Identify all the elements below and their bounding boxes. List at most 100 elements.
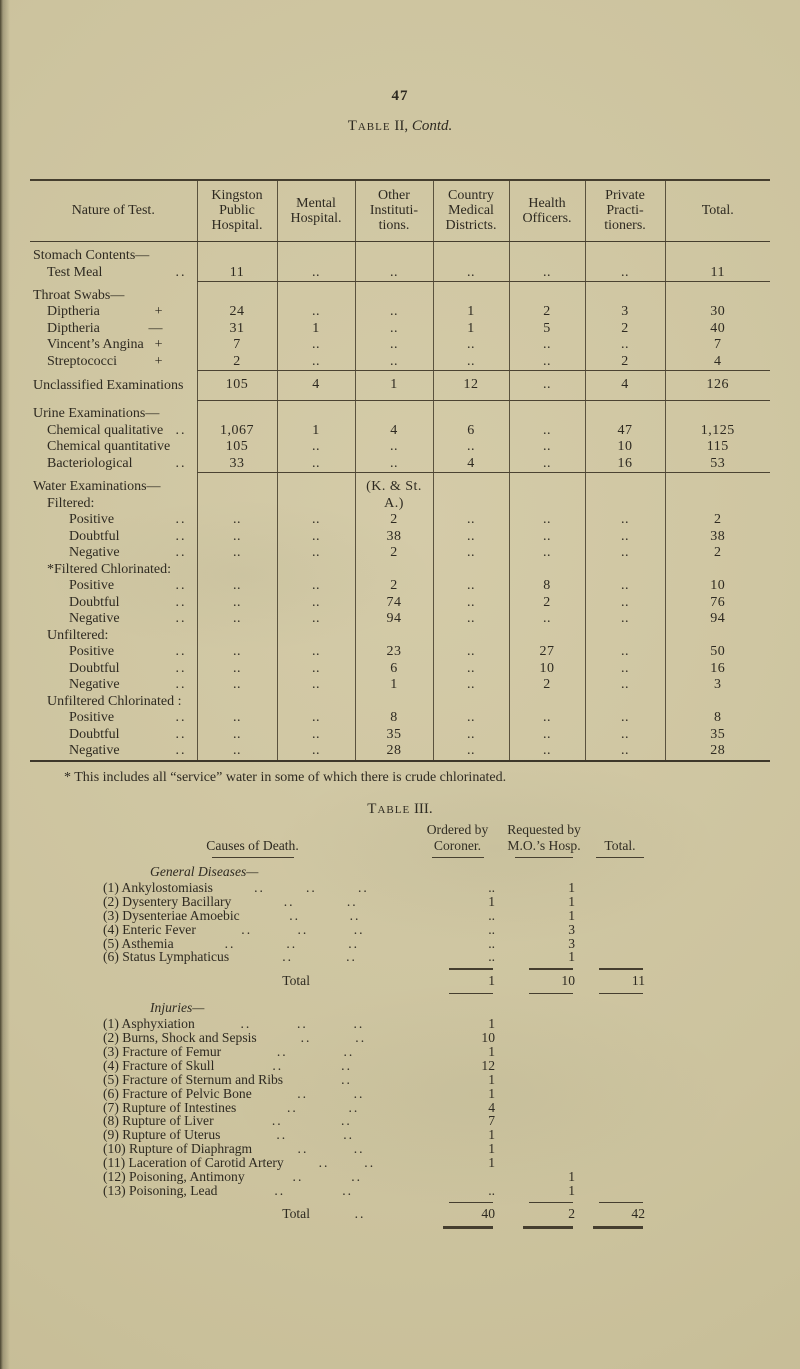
value-cell: .. [196,660,277,677]
total-row: Total 1 10 11 [95,973,657,989]
row-label: Chemical quantitative [33,439,195,456]
column-header: Private Practi- tioners. [584,180,665,242]
table-row: Water Examinations— (K. & St. [30,472,770,496]
value-cell: 16 [664,660,770,677]
value-cell [276,241,355,265]
row-label-text: (5) Fracture of Sternum and Ribs [103,1071,284,1087]
value-cell: 1 [354,370,433,401]
value-cell: .. [196,726,277,743]
total-value [583,1156,657,1170]
value-cell: 2 [354,512,433,529]
leader-dots: .. [175,578,187,593]
rule [599,968,643,970]
value-cell: 11 [196,264,277,282]
row-label: Positive.. [33,578,195,595]
table2-title-word: Table [347,118,391,134]
coroner-value: .. [488,935,495,951]
value-cell [664,693,770,710]
leader-dot-group: .. [254,879,265,895]
row-label-text: Negative [69,677,120,692]
row-label: Negative.. [33,743,195,760]
table-row: (1) Ankylostomiasis........ 1 [95,879,657,895]
value-cell: 1 [276,320,355,337]
row-label-cell: Unclassified Examinations [30,371,197,401]
leader-dots: .. [175,677,187,692]
row-label-text: Unfiltered Chlorinated : [47,693,182,709]
value-cell: .. [584,743,665,761]
value-cell [196,281,277,304]
leader-dots: .... [229,950,410,964]
table-row: (3) Dysenteriae Amoebic...... 1 [95,907,657,923]
result-sign: + [154,337,163,352]
value-cell [664,627,770,644]
value-cell: .. [584,512,665,529]
total-value [583,1073,657,1087]
value-cell: 2 [584,320,665,337]
row-label-cell: (12) Poisoning, Antimony.... [95,1170,410,1184]
value-cell [196,561,277,578]
coroner-value: .. [488,949,495,965]
row-label: Negative.. [33,677,195,694]
value-cell: .. [508,439,585,456]
row-label-text: Unfiltered: [47,627,109,643]
row-label-cell: *Filtered Chlorinated: [30,562,197,579]
row-label-cell: (13) Poisoning, Lead.... [95,1184,410,1198]
mo-hosp-value [505,1031,583,1045]
mo-hosp-value [505,1128,583,1142]
row-label-text: (13) Poisoning, Lead [103,1182,218,1198]
mo-hosp-value [505,1087,583,1101]
rule [523,1226,573,1229]
row-label-cell: Doubtful.. [30,661,197,678]
value-cell [276,495,355,512]
value-cell: .. [354,337,433,354]
value-cell: 1 [276,422,355,439]
coroner-value: .. [488,907,495,923]
value-cell: .. [584,710,665,727]
value-cell: .. [584,594,665,611]
value-cell: .. [276,264,355,282]
table-row: (2) Dysentery Bacillary.... 1 1 [95,894,657,909]
coroner-value: 1 [488,1155,495,1171]
value-cell [508,693,585,710]
value-cell: .. [354,320,433,337]
rule [449,968,493,970]
leader-dot-group: .. [348,1099,360,1115]
value-cell: .. [432,512,509,529]
row-label-text: Doubtful [69,528,120,544]
value-cell [584,241,665,265]
table-row: (7) Rupture of Intestines.... 4 [95,1099,657,1115]
leader-dot-group: .. [297,921,309,937]
value-cell: .. [196,611,277,628]
value-cell [664,400,770,423]
leader-dot-group: .. [276,1127,288,1143]
leader-dot-group: .. [318,1155,330,1171]
row-label-text: (5) Asthemia [103,935,174,951]
leader-dots: .... [221,1045,410,1059]
value-cell: 2 [664,512,770,529]
value-cell: .. [196,743,277,761]
coroner-value: 1 [488,1043,495,1059]
value-cell [508,241,585,265]
row-label-cell: Doubtful.. [30,727,197,744]
value-cell: .. [432,353,509,371]
value-cell: 76 [664,594,770,611]
value-cell [354,400,433,423]
value-cell: .. [354,439,433,456]
value-cell: .. [196,710,277,727]
value-cell [508,627,585,644]
leader-dot-group: .. [274,1182,286,1198]
value-cell: .. [508,337,585,354]
value-cell: .. [196,545,277,562]
value-cell: 50 [664,644,770,661]
mo-hosp-value: 3 [568,935,575,951]
table-row: Doubtful...... 74.. 2.. 76 [30,594,770,611]
value-cell: .. [584,264,665,282]
value-cell: 12 [432,370,509,401]
total-value: 11 [631,972,645,988]
leader-dot-group: .. [289,907,301,923]
leader-dot-group: .. [341,1057,352,1073]
table-row: Negative...... 28...... 28 [30,743,770,761]
row-label-text: (4) Fracture of Skull [103,1057,215,1073]
row-label-text: (1) Ankylostomiasis [103,879,213,895]
